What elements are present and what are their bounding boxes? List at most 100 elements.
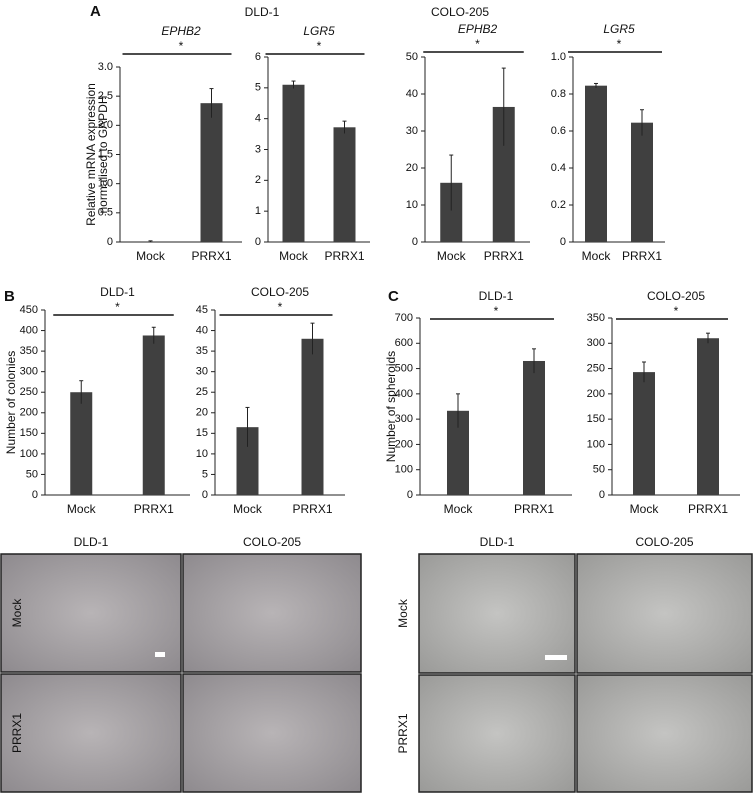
image-row-label: Mock [396,598,410,628]
chart-title: COLO-205 [647,289,705,303]
micrograph [418,553,576,674]
group-title: DLD-1 [245,5,280,19]
y-tick-label: 700 [395,312,413,324]
y-tick-label: 100 [395,464,413,476]
y-tick-label: 1.0 [98,178,113,190]
y-tick-label: 10 [196,448,208,460]
bar [282,84,305,242]
y-axis-label: normalised to GAPDH [96,95,110,213]
y-tick-label: 400 [20,324,38,336]
bar [70,392,93,495]
y-axis-label: Number of colonies [4,351,18,454]
y-tick-label: 40 [406,88,418,100]
y-tick-label: 0.2 [551,199,566,211]
y-tick-label: 0.8 [551,88,566,100]
y-tick-label: 30 [406,125,418,137]
y-tick-label: 0 [560,236,566,248]
scale-bar [545,655,567,660]
x-tick-label: Mock [279,249,309,263]
y-tick-label: 15 [196,427,208,439]
y-tick-label: 0 [32,489,38,501]
chart-title: LGR5 [303,24,335,38]
micrograph [418,674,576,793]
image-column-label: DLD-1 [74,535,109,549]
significance-star: * [494,304,499,318]
significance-star: * [317,39,322,53]
micrograph [182,553,362,673]
y-axis-label: Number of spheroids [384,351,398,462]
y-tick-label: 0 [202,489,208,501]
bar [301,338,324,495]
y-tick-label: 1.0 [551,51,566,63]
x-tick-label: Mock [630,502,660,516]
significance-star: * [179,39,184,53]
y-tick-label: 50 [406,51,418,63]
y-tick-label: 6 [255,51,261,63]
y-tick-label: 600 [395,337,413,349]
y-tick-label: 4 [255,113,261,125]
y-tick-label: 3 [255,143,261,155]
y-tick-label: 3.0 [98,61,113,73]
y-tick-label: 0.5 [98,207,113,219]
significance-star: * [617,37,622,51]
y-tick-label: 50 [593,464,605,476]
chart-title: LGR5 [603,22,635,36]
panel-letter: A [90,3,101,20]
y-tick-label: 30 [196,366,208,378]
x-tick-label: PRRX1 [324,249,364,263]
y-tick-label: 0 [407,489,413,501]
y-tick-label: 100 [587,438,605,450]
y-tick-label: 1.5 [98,148,113,160]
bar [631,122,653,242]
y-tick-label: 0.6 [551,125,566,137]
x-tick-label: Mock [444,502,474,516]
y-tick-label: 0 [255,236,261,248]
panel-letter: B [4,288,15,305]
bar [447,410,469,495]
y-tick-label: 25 [196,386,208,398]
x-tick-label: PRRX1 [514,502,554,516]
micrograph [576,553,753,674]
y-tick-label: 10 [406,199,418,211]
y-tick-label: 500 [395,362,413,374]
chart-title: DLD-1 [100,285,135,299]
bar [492,106,515,242]
chart-title: DLD-1 [479,289,514,303]
image-column-label: COLO-205 [635,535,693,549]
y-tick-label: 0 [599,489,605,501]
micrograph [0,673,182,793]
group-title: COLO-205 [431,5,489,19]
significance-star: * [115,300,120,314]
micrograph [576,674,753,793]
x-tick-label: PRRX1 [134,502,174,516]
x-tick-label: Mock [437,249,467,263]
bar [633,372,655,495]
y-tick-label: 250 [20,386,38,398]
y-tick-label: 20 [196,407,208,419]
image-row-label: PRRX1 [10,713,24,753]
y-tick-label: 0.4 [551,162,566,174]
y-tick-label: 20 [406,162,418,174]
y-tick-label: 2 [255,174,261,186]
y-tick-label: 1 [255,205,261,217]
x-tick-label: PRRX1 [191,249,231,263]
y-tick-label: 300 [20,366,38,378]
image-column-label: DLD-1 [480,535,515,549]
significance-star: * [278,300,283,314]
bar [142,335,165,495]
image-row-label: Mock [10,598,24,628]
x-tick-label: Mock [233,502,263,516]
y-tick-label: 0 [107,236,113,248]
y-tick-label: 200 [20,407,38,419]
x-tick-label: Mock [67,502,97,516]
x-tick-label: PRRX1 [688,502,728,516]
y-tick-label: 400 [395,388,413,400]
bar [585,85,607,242]
y-tick-label: 35 [196,345,208,357]
y-tick-label: 150 [587,413,605,425]
micrograph [0,553,182,673]
y-tick-label: 300 [587,337,605,349]
y-tick-label: 200 [587,388,605,400]
chart-title: EPHB2 [458,22,498,36]
